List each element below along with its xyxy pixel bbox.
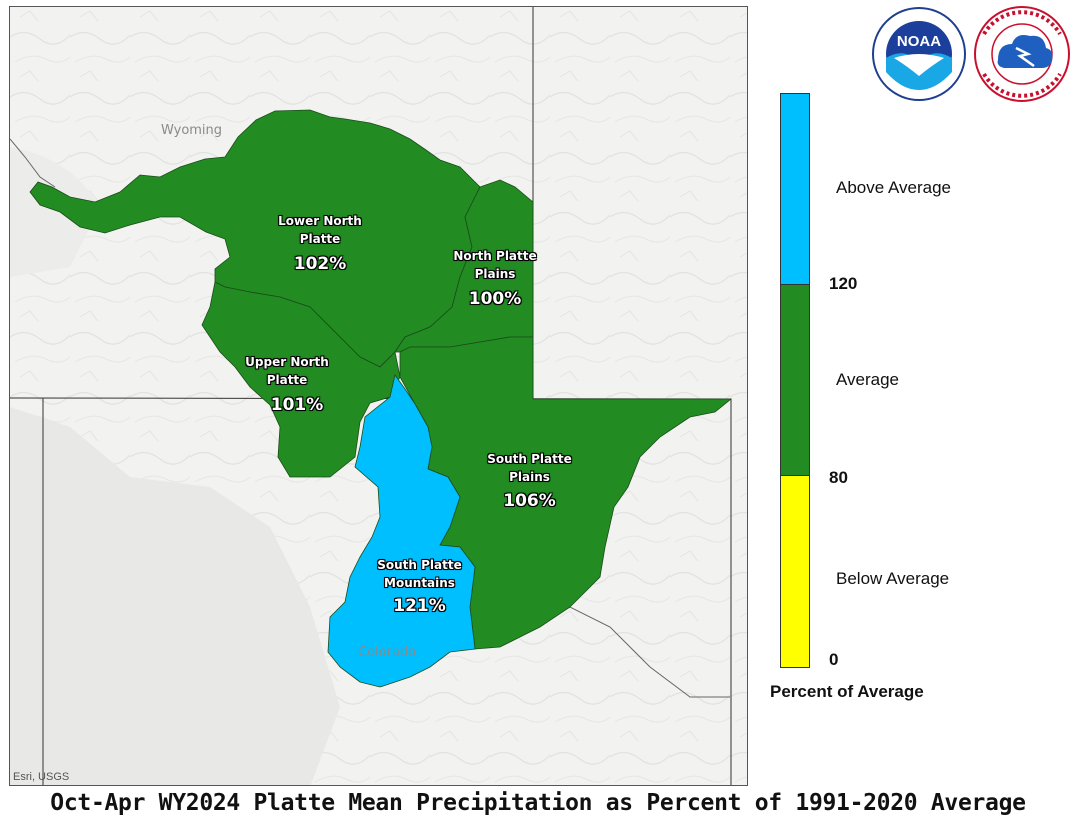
- legend-label-above-average: Above Average: [836, 178, 951, 197]
- state-label-wyoming: Wyoming: [161, 123, 223, 138]
- relief-shading: [10, 407, 340, 785]
- legend-break-0: 0: [829, 650, 839, 669]
- legend-label-average: Average: [836, 370, 900, 389]
- map-frame[interactable]: Wyoming Colorado Lower North Platte 102%…: [9, 6, 748, 786]
- basin-name-upper-north-platte: Upper North Platte: [245, 355, 329, 387]
- basin-name-north-platte-plains: North Platte Plains: [453, 249, 537, 281]
- basin-percent-north-platte-plains: 100%: [468, 289, 522, 309]
- noaa-logo: NOAA: [872, 7, 966, 101]
- legend-break-80: 80: [829, 468, 848, 487]
- relief-shading-2: [10, 147, 100, 277]
- map-title: Oct-Apr WY2024 Platte Mean Precipitation…: [50, 790, 1026, 816]
- legend-break-120: 120: [829, 274, 858, 293]
- state-label-colorado: Colorado: [358, 645, 417, 660]
- basin-percent-south-platte-mountains: 121%: [393, 596, 446, 616]
- river-line: [10, 138, 56, 188]
- legend-swatch-average: [780, 284, 810, 476]
- basin-name-south-platte-plains: South Platte Plains: [487, 452, 572, 484]
- basin-percent-south-platte-plains: 106%: [503, 491, 556, 511]
- map-canvas: [10, 7, 747, 785]
- basin-upper-north-platte-shape[interactable]: [201, 281, 401, 478]
- basin-name-lower-north-platte: Lower North Platte: [278, 214, 362, 246]
- basin-percent-upper-north-platte: 101%: [270, 395, 324, 415]
- noaa-logo-text: NOAA: [897, 33, 941, 50]
- legend-label-below-average: Below Average: [836, 569, 950, 588]
- basin-name-south-platte-mountains: South Platte Mountains: [377, 558, 462, 590]
- legend-color-bar: [780, 93, 810, 668]
- nws-logo: [974, 6, 1070, 102]
- basin-percent-lower-north-platte: 102%: [293, 254, 347, 274]
- legend-title: Percent of Average: [770, 682, 924, 701]
- map-attribution: Esri, USGS: [13, 771, 70, 783]
- legend-swatch-above-average: [780, 93, 810, 285]
- legend-swatch-below-average: [780, 475, 810, 668]
- basin-south-platte-mountains-shape[interactable]: [327, 374, 476, 688]
